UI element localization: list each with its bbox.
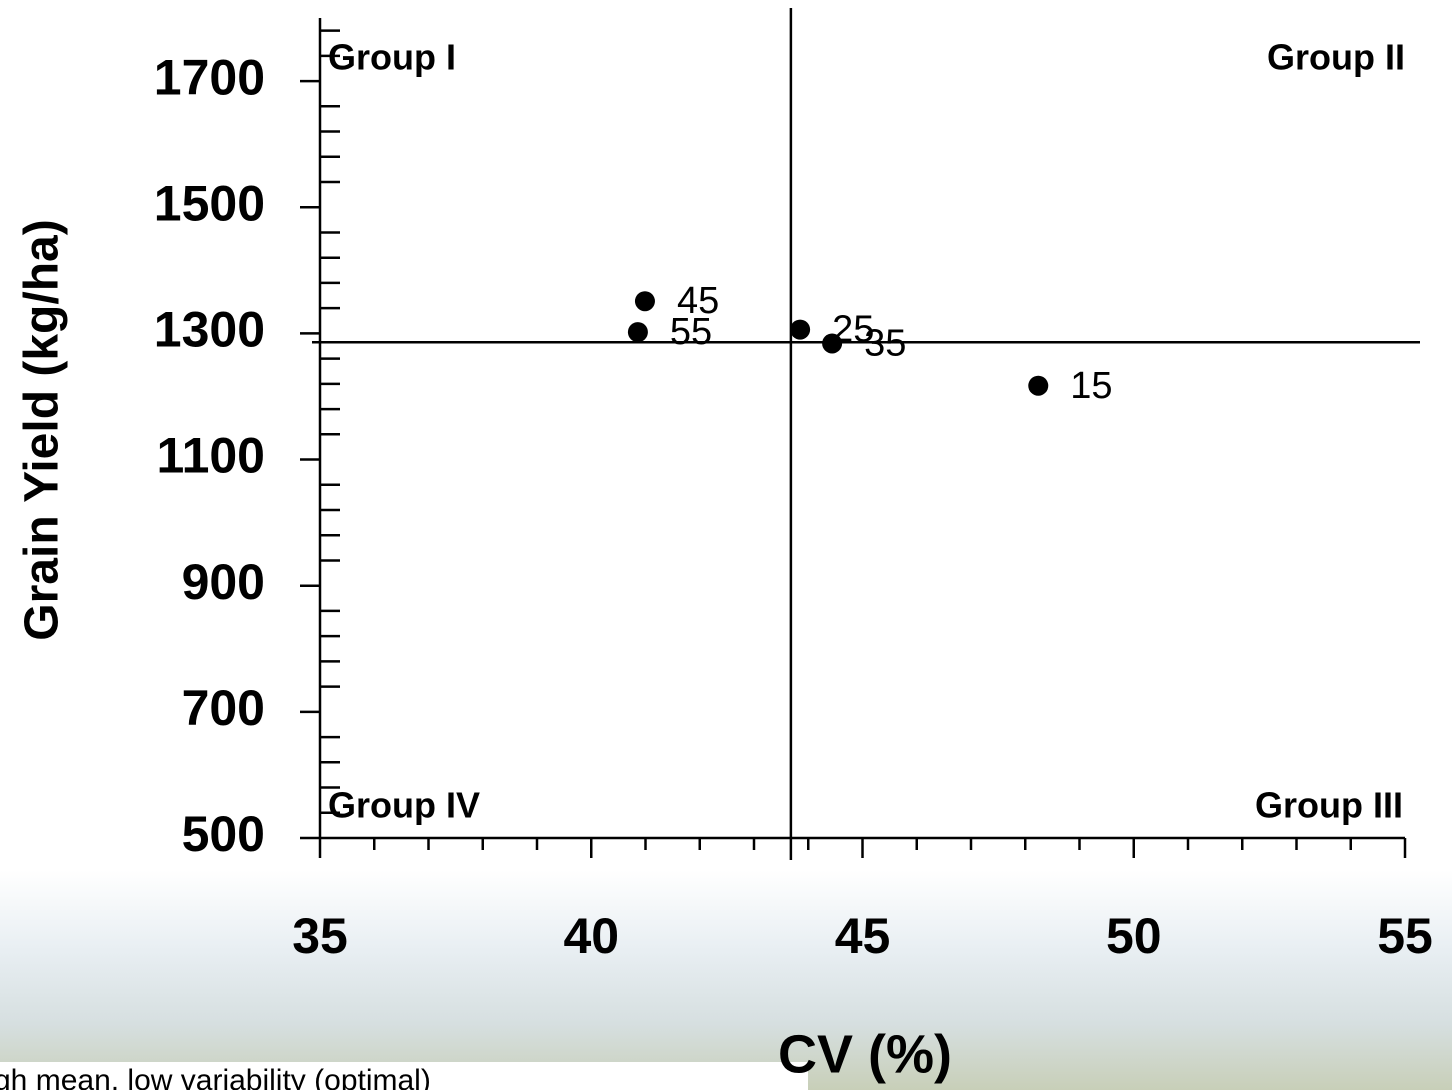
group-label: Group I xyxy=(328,37,456,78)
y-tick-label: 1300 xyxy=(154,302,265,358)
point xyxy=(634,291,655,312)
group-label: Group III xyxy=(1255,785,1403,826)
y-tick-label: 1700 xyxy=(154,49,265,105)
x-tick-label: 40 xyxy=(563,908,619,964)
y-tick-label: 900 xyxy=(182,554,265,610)
y-tick-label: 500 xyxy=(182,806,265,862)
point xyxy=(790,319,811,340)
x-tick-label: 50 xyxy=(1106,908,1162,964)
y-tick-label: 1100 xyxy=(157,428,265,484)
y-axis-title: Grain Yield (kg/ha) xyxy=(16,219,69,640)
photo-background xyxy=(0,870,1452,1090)
x-tick-label: 55 xyxy=(1377,908,1433,964)
x-tick-label: 35 xyxy=(292,908,348,964)
x-axis-title: CV (%) xyxy=(778,1024,952,1084)
point-label: 15 xyxy=(1070,365,1112,407)
point-label: 55 xyxy=(670,311,712,353)
y-tick-label: 1500 xyxy=(154,175,265,231)
group-label: Group II xyxy=(1267,37,1405,78)
caption: gh mean, low variability (optimal) xyxy=(0,1064,431,1090)
point xyxy=(1028,375,1049,396)
point-label: 45 xyxy=(677,280,719,322)
group-label: Group IV xyxy=(328,785,480,826)
caption-box xyxy=(0,1062,808,1090)
point xyxy=(822,333,843,354)
point-label: 35 xyxy=(864,323,906,365)
y-tick-label: 700 xyxy=(182,680,265,736)
x-tick-label: 45 xyxy=(835,908,891,964)
point xyxy=(627,322,648,343)
